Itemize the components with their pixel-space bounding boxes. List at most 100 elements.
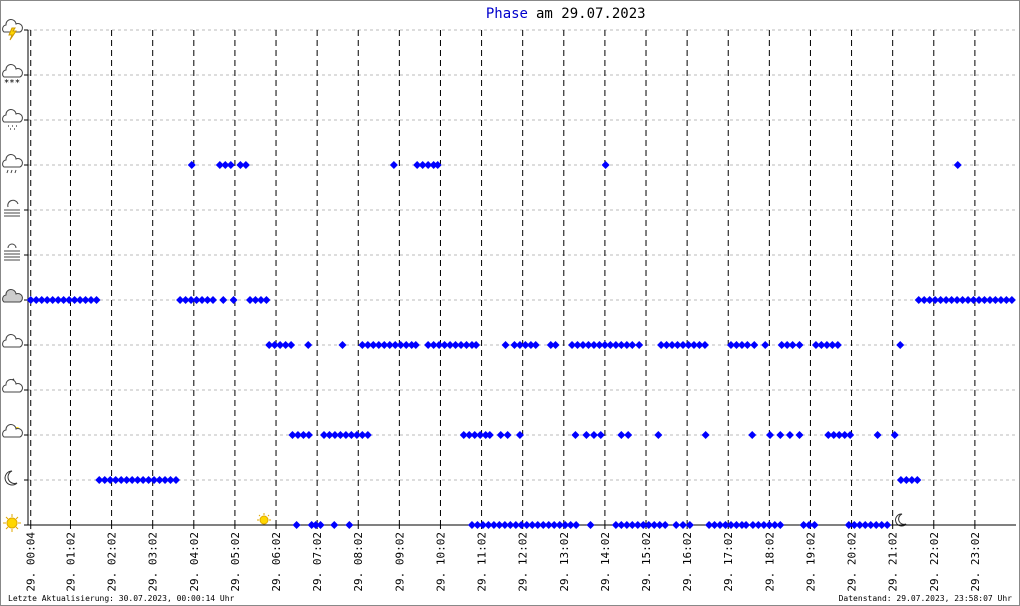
point [256,296,265,304]
point [95,476,104,484]
point [726,521,735,529]
point [526,341,535,349]
point [128,476,137,484]
point [617,521,626,529]
point [517,521,526,529]
point [288,431,297,439]
point [975,296,984,304]
point [654,431,663,439]
point [996,296,1005,304]
point [572,521,581,529]
point [229,296,238,304]
point [953,161,962,169]
point [515,431,524,439]
point [484,521,493,529]
point [241,161,250,169]
point [489,521,498,529]
point [582,431,591,439]
point [496,431,505,439]
point [561,521,570,529]
point [896,341,905,349]
point [795,341,804,349]
point [446,341,455,349]
point [964,296,973,304]
point [595,341,604,349]
point [418,161,427,169]
point [600,341,609,349]
point [176,296,185,304]
point [833,341,842,349]
point [111,476,120,484]
fog [4,243,20,261]
sunrise-icon [257,513,271,525]
point [26,296,35,304]
weather-icon [4,199,20,217]
point [467,521,476,529]
x-tick-label: 29. 02:02 [106,532,119,592]
cloud [2,153,23,168]
x-tick-label: 29. 10:02 [434,532,447,592]
x-tick-label: 29. 07:02 [311,532,324,592]
point [947,296,956,304]
point [251,296,260,304]
point [358,341,367,349]
point [920,296,929,304]
point [92,296,101,304]
point [633,521,642,529]
point [991,296,1000,304]
point [601,161,610,169]
point [568,341,577,349]
point [215,161,224,169]
point [635,341,644,349]
x-tick-label: 29. 15:02 [640,532,653,592]
point [531,341,540,349]
point [873,431,882,439]
point [369,341,378,349]
point [316,521,325,529]
point [311,521,320,529]
point [840,431,849,439]
point [54,296,63,304]
point [495,521,504,529]
point [528,521,537,529]
point [795,431,804,439]
point [281,341,290,349]
point [478,521,487,529]
point [766,431,775,439]
point [850,521,859,529]
point [287,341,296,349]
point [533,521,542,529]
point [304,341,313,349]
point [639,521,648,529]
sleet [8,125,17,130]
cloud [2,378,23,393]
point [958,296,967,304]
point [573,341,582,349]
point [470,431,479,439]
point [555,521,564,529]
point [500,521,509,529]
point [166,476,175,484]
x-tick-label: 29. 13:02 [558,532,571,592]
point [596,431,605,439]
point [743,341,752,349]
point [43,296,52,304]
chart-title: Phase [486,6,528,22]
weather-icon [2,288,23,303]
point [221,161,230,169]
point [662,341,671,349]
cloud [2,333,23,348]
point [76,296,85,304]
lightning [8,27,17,41]
point [732,521,741,529]
point [742,521,751,529]
point [345,521,354,529]
point [380,341,389,349]
point [245,296,254,304]
point [902,476,911,484]
point [705,521,714,529]
sun [6,517,18,529]
point [655,521,664,529]
point [433,161,442,169]
